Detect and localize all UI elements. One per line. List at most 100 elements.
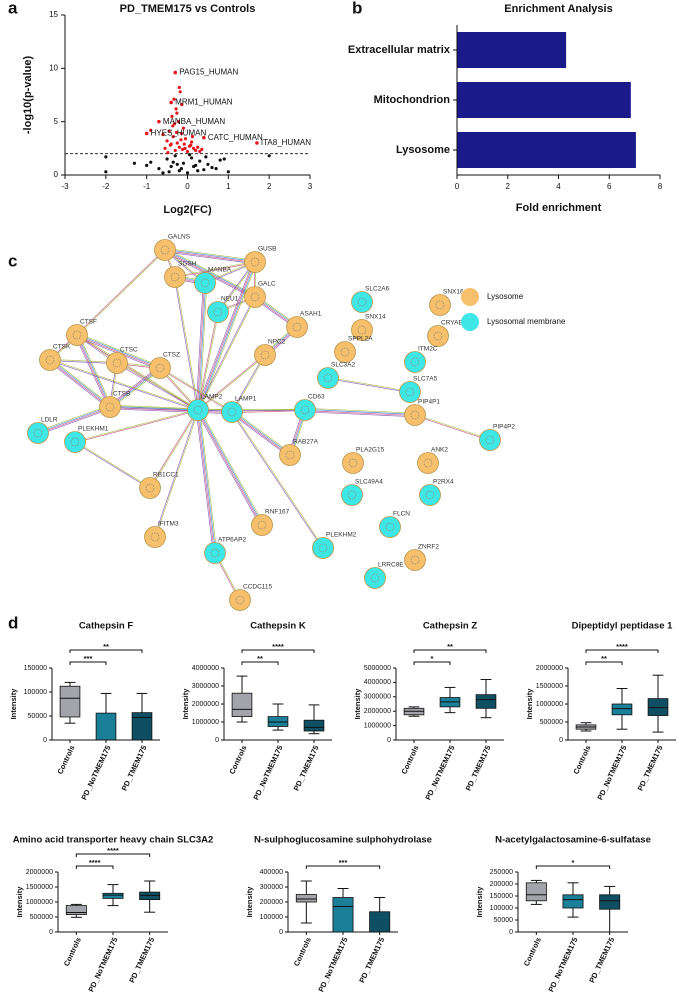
x-tick-label: 3 xyxy=(308,182,313,191)
point xyxy=(214,167,218,171)
network-edge xyxy=(37,404,110,432)
network-edge xyxy=(198,283,206,411)
network-edge xyxy=(195,282,204,410)
point xyxy=(178,90,182,94)
node-label: GALC xyxy=(258,281,276,288)
node-structure xyxy=(410,410,420,420)
point xyxy=(187,153,192,157)
network-edge xyxy=(174,277,198,411)
chart-title: Amino acid transporter heavy chain SLC3A… xyxy=(13,835,214,846)
category-label: PD_NoTMEM175 xyxy=(423,744,456,801)
point xyxy=(189,140,194,144)
network-edge xyxy=(414,415,490,441)
y-tick-label: 0 xyxy=(49,929,53,936)
y-tick-label: 10 xyxy=(49,63,58,72)
node-label: GUSB xyxy=(258,246,276,253)
node-structure xyxy=(323,373,333,383)
y-tick-label: 200000 xyxy=(260,899,283,906)
network-edge xyxy=(76,335,160,369)
box xyxy=(611,703,633,716)
point xyxy=(202,168,206,172)
box xyxy=(369,911,391,933)
chart-title: Cathepsin Z xyxy=(423,621,478,632)
y-axis-label: Intensity xyxy=(525,688,534,720)
legend-label: Lysosome xyxy=(487,292,524,301)
y-tick-label: 500000 xyxy=(540,719,563,726)
network-edge xyxy=(149,409,198,488)
category-label: PD_TMEM175 xyxy=(357,936,386,984)
network-edge xyxy=(48,361,110,409)
node-structure xyxy=(257,520,267,530)
point xyxy=(206,162,210,166)
x-tick-label: -2 xyxy=(102,182,110,191)
network-edge xyxy=(174,261,255,277)
network-edge xyxy=(77,333,161,367)
network-edge xyxy=(304,411,415,418)
node-label: NPC2 xyxy=(268,339,286,346)
network-edge xyxy=(232,411,291,455)
y-tick-label: 150000 xyxy=(490,893,513,900)
network-edge xyxy=(154,409,198,537)
network-edge xyxy=(328,377,411,392)
point xyxy=(167,170,171,174)
network-edge xyxy=(160,367,233,412)
network-node xyxy=(66,324,88,346)
chart-title: N-acetylgalactosamine-6-sulfatase xyxy=(495,835,651,846)
node-structure xyxy=(33,428,43,438)
point xyxy=(104,155,108,159)
network-edge xyxy=(155,410,199,538)
labeled-point xyxy=(169,100,173,105)
network-edge xyxy=(75,335,109,408)
network-edge xyxy=(76,335,198,411)
point xyxy=(177,145,181,149)
point xyxy=(174,107,178,111)
y-axis-label: Intensity xyxy=(353,688,362,720)
network-edge xyxy=(49,360,117,364)
legend-swatch xyxy=(461,288,479,306)
point-label: ITA8_HUMAN xyxy=(261,138,311,147)
network-edge xyxy=(197,410,215,554)
box xyxy=(303,719,325,732)
point xyxy=(183,146,187,150)
bar xyxy=(457,132,636,168)
category-label: Controls xyxy=(522,936,543,968)
network-node xyxy=(154,239,176,261)
node-label: ATP6AP2 xyxy=(218,537,246,544)
category-label: Controls xyxy=(55,744,76,776)
significance-label: * xyxy=(431,654,434,663)
y-tick-label: 150000 xyxy=(24,665,47,672)
point xyxy=(192,164,196,169)
network-edge xyxy=(195,261,254,410)
point xyxy=(198,149,202,154)
network-edge xyxy=(150,410,199,489)
node-structure xyxy=(425,490,435,500)
node-structure xyxy=(213,307,223,317)
node-label: PIP4P1 xyxy=(418,399,440,406)
network-node xyxy=(27,422,49,444)
point xyxy=(172,97,176,101)
point xyxy=(161,132,165,137)
network-node xyxy=(99,396,121,418)
y-tick-label: 400000 xyxy=(260,869,283,876)
network-node xyxy=(164,266,186,288)
node-label: CCDC115 xyxy=(243,584,273,591)
node-label: SGSH xyxy=(178,261,197,268)
significance-bracket xyxy=(75,853,151,857)
network-node xyxy=(229,589,251,611)
node-label: SNX14 xyxy=(365,314,386,321)
network-node xyxy=(149,357,171,379)
point xyxy=(181,161,186,165)
x-axis-label: Log2(FC) xyxy=(163,204,212,216)
point-label: MANBA_HUMAN xyxy=(163,117,225,126)
network-edge xyxy=(78,334,112,407)
network-edge xyxy=(198,409,216,553)
point xyxy=(204,155,208,159)
y-tick-label: 1000000 xyxy=(364,722,391,729)
network-edge xyxy=(231,412,323,549)
network-node xyxy=(286,316,308,338)
network-node xyxy=(39,349,61,371)
node-label: CTSK xyxy=(53,344,71,351)
node-label: LAMP2 xyxy=(201,394,223,401)
node-structure xyxy=(260,350,270,360)
node-label: LDLR xyxy=(41,417,58,424)
